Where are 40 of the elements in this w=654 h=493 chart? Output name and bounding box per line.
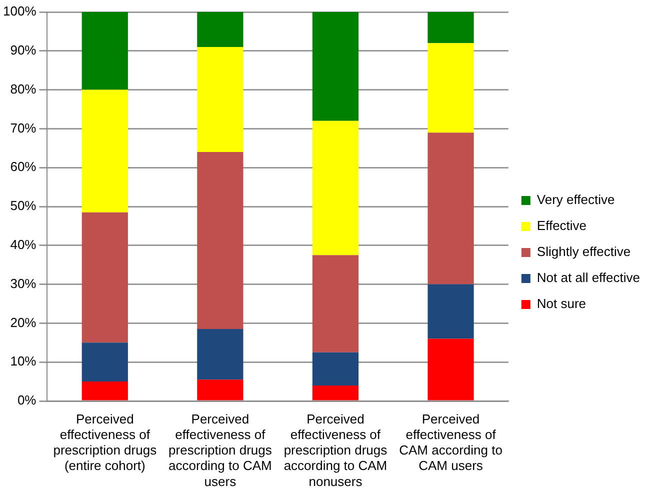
bar [428,43,474,133]
legend-label: Very effective [536,192,615,208]
y-tick-label: 10% [10,354,37,369]
bar [428,284,474,339]
y-tick-label: 80% [10,81,37,96]
bar [197,152,244,330]
legend-label: Effective [536,218,587,234]
y-tick-label: 70% [10,120,37,136]
bar [82,382,128,400]
y-tick-label: 20% [10,314,37,330]
bar [312,385,359,400]
bar [82,212,128,343]
bar [312,120,359,256]
y-tick-label: 30% [10,276,37,291]
bar [428,338,474,400]
bar [312,352,359,386]
bar [82,90,128,212]
bar [428,12,474,44]
bar [197,12,244,48]
x-tick-label: Perceived effectiveness of prescription drugs (entire cohort) [53,411,158,474]
legend-label: Slightly effective [536,244,631,260]
bar [197,380,244,400]
y-tick-label: 50% [10,198,37,214]
x-tick-label: Perceived effectiveness of CAM according to CAM users [399,411,502,474]
y-tick-label: 100% [3,4,37,19]
bar [428,132,474,284]
bar [312,255,359,352]
y-tick-label: 40% [10,236,37,252]
y-tick-label: 0% [17,392,37,408]
bar [82,342,128,382]
y-tick-label: 60% [10,159,37,174]
bar [312,12,359,121]
x-tick-label: Perceived effectiveness of prescription drugs according to CAM nonusers [284,411,388,489]
x-tick-label: Perceived effectiveness of prescription drugs according to CAM users [168,411,272,489]
bar [82,12,128,90]
legend-label: Not sure [536,296,586,312]
y-tick-label: 90% [10,42,37,58]
legend-label: Not at all effective [536,270,640,286]
bar [197,329,244,380]
bar [197,47,244,152]
